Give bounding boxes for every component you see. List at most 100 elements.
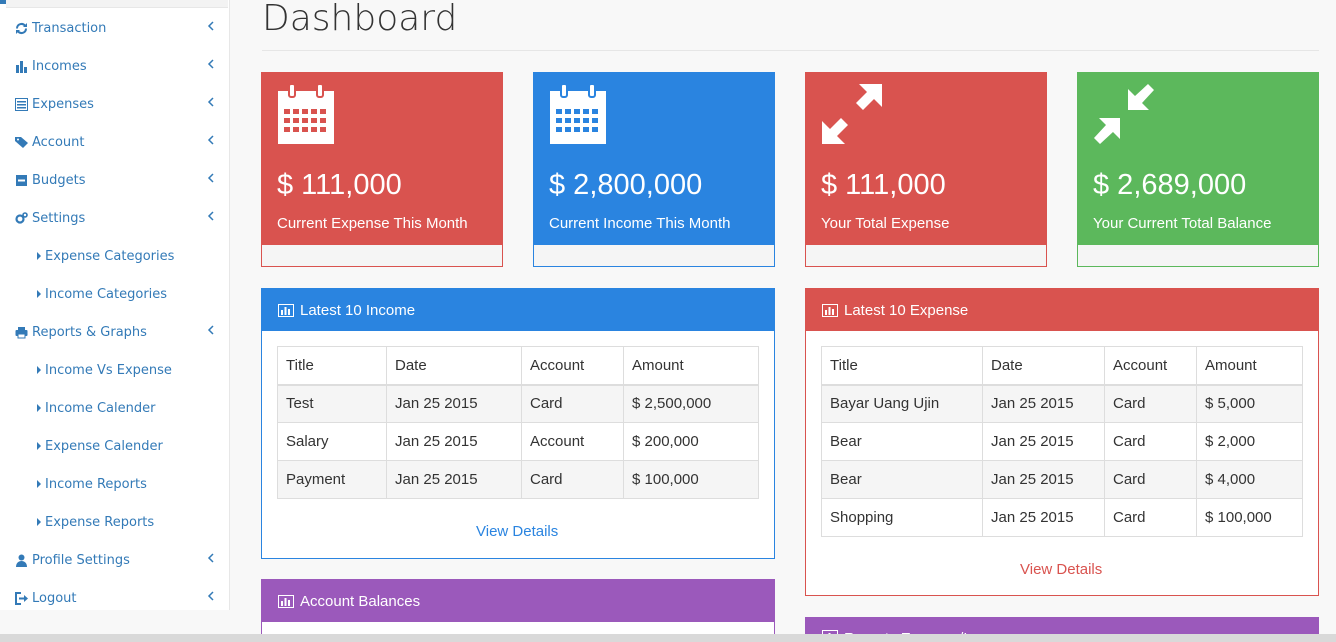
column-header: Title	[821, 346, 983, 386]
view-details-link[interactable]: View Details	[1020, 561, 1103, 578]
cell-account: Card	[1104, 422, 1197, 461]
chevron-left-icon	[207, 97, 214, 107]
sidebar-item-budgets[interactable]: Budgets	[0, 161, 229, 199]
cell-amount: $ 5,000	[1196, 384, 1303, 423]
sidebar-item-label: Budgets	[32, 172, 86, 188]
cell-title: Bear	[821, 422, 983, 461]
column-header: Account	[1104, 346, 1197, 386]
caret-right-icon	[37, 404, 41, 412]
chevron-left-icon	[207, 21, 214, 31]
cell-date: Jan 25 2015	[982, 422, 1105, 461]
cell-date: Jan 25 2015	[982, 460, 1105, 499]
calendar-icon	[550, 83, 606, 144]
table-header-row: Title Date Account Amount	[821, 346, 1303, 386]
sidebar-item-label: Profile Settings	[32, 552, 130, 568]
caret-right-icon	[37, 518, 41, 526]
chevron-left-icon	[207, 59, 214, 69]
sidebar-subitem-label: Expense Categories	[45, 248, 175, 264]
table-row[interactable]: Bear Jan 25 2015 Card $ 2,000	[821, 422, 1303, 461]
sidebar-subitem-label: Income Reports	[45, 476, 147, 492]
sidebar-item-label: Settings	[32, 210, 86, 226]
chevron-left-icon	[207, 173, 214, 183]
table-row[interactable]: Bayar Uang Ujin Jan 25 2015 Card $ 5,000	[821, 384, 1303, 423]
caret-right-icon	[37, 480, 41, 488]
chevron-left-icon	[207, 135, 214, 145]
sidebar-item-account[interactable]: Account	[0, 123, 229, 161]
sidebar-subitem-expense-reports[interactable]: Expense Reports	[0, 503, 229, 541]
stat-label: Current Expense This Month	[277, 215, 468, 232]
cell-amount: $ 100,000	[623, 460, 759, 499]
cell-date: Jan 25 2015	[386, 422, 522, 461]
bar-chart-icon	[822, 303, 838, 317]
sidebar-subitem-expense-calender[interactable]: Expense Calender	[0, 427, 229, 465]
cell-title: Bear	[821, 460, 983, 499]
sidebar-item-incomes[interactable]: Incomes	[0, 47, 229, 85]
refresh-icon	[15, 22, 28, 35]
sidebar-item-label: Reports & Graphs	[32, 324, 147, 340]
sidebar-item-logout[interactable]: Logout	[0, 579, 229, 617]
table-row[interactable]: Shopping Jan 25 2015 Card $ 100,000	[821, 498, 1303, 537]
list-alt-icon	[15, 97, 28, 111]
sidebar-item-settings[interactable]: Settings	[0, 199, 229, 237]
sidebar-subitem-expense-categories[interactable]: Expense Categories	[0, 237, 229, 275]
cell-date: Jan 25 2015	[386, 384, 522, 423]
cell-title: Test	[277, 384, 387, 423]
panel-heading: Latest 10 Income	[262, 289, 774, 331]
chevron-left-icon	[207, 325, 214, 335]
cell-account: Card	[521, 460, 624, 499]
sidebar-subitem-income-vs-expense[interactable]: Income Vs Expense	[0, 351, 229, 389]
column-header: Amount	[623, 346, 759, 386]
sidebar-subitem-label: Expense Calender	[45, 438, 163, 454]
sidebar-item-label: Transaction	[32, 20, 107, 36]
cell-amount: $ 2,500,000	[623, 384, 759, 423]
stat-label: Your Total Expense	[821, 215, 950, 232]
column-header: Amount	[1196, 346, 1303, 386]
latest-income-panel: Latest 10 Income Title Date Account Amou…	[261, 288, 775, 559]
sidebar-subitem-income-reports[interactable]: Income Reports	[0, 465, 229, 503]
view-details-link[interactable]: View Details	[476, 523, 559, 540]
cell-title: Salary	[277, 422, 387, 461]
sidebar-item-transaction[interactable]: Transaction	[0, 9, 229, 47]
sidebar-item-label: Logout	[32, 590, 77, 606]
sidebar-item-expenses[interactable]: Expenses	[0, 85, 229, 123]
bar-chart-icon	[278, 594, 294, 608]
panel-heading: Account Balances	[262, 580, 774, 622]
table-row[interactable]: Payment Jan 25 2015 Card $ 100,000	[277, 460, 759, 499]
income-table: Title Date Account Amount Test Jan 25 20…	[277, 346, 759, 499]
page-title: Dashboard	[262, 0, 458, 39]
cell-amount: $ 2,000	[1196, 422, 1303, 461]
cell-date: Jan 25 2015	[982, 384, 1105, 423]
stat-label: Your Current Total Balance	[1093, 215, 1272, 232]
sidebar-item-reports[interactable]: Reports & Graphs	[0, 313, 229, 351]
title-divider	[262, 50, 1319, 51]
stat-value: $ 111,000	[277, 169, 402, 201]
cell-account: Card	[1104, 498, 1197, 537]
sidebar-item-profile-settings[interactable]: Profile Settings	[0, 541, 229, 579]
column-header: Account	[521, 346, 624, 386]
caret-right-icon	[37, 366, 41, 374]
chevron-left-icon	[207, 211, 214, 221]
table-row[interactable]: Bear Jan 25 2015 Card $ 4,000	[821, 460, 1303, 499]
cell-date: Jan 25 2015	[386, 460, 522, 499]
compress-icon	[1094, 84, 1154, 144]
table-row[interactable]: Salary Jan 25 2015 Account $ 200,000	[277, 422, 759, 461]
cell-account: Account	[521, 422, 624, 461]
sidebar-subitem-income-categories[interactable]: Income Categories	[0, 275, 229, 313]
sidebar-subitem-income-calender[interactable]: Income Calender	[0, 389, 229, 427]
sign-out-icon	[15, 591, 28, 605]
sidebar-subitem-label: Expense Reports	[45, 514, 155, 530]
table-header-row: Title Date Account Amount	[277, 346, 759, 386]
stat-label: Current Income This Month	[549, 215, 731, 232]
cell-amount: $ 200,000	[623, 422, 759, 461]
minus-square-icon	[15, 174, 28, 187]
latest-expense-panel: Latest 10 Expense Title Date Account Amo…	[805, 288, 1319, 596]
cell-amount: $ 100,000	[1196, 498, 1303, 537]
table-row[interactable]: Test Jan 25 2015 Card $ 2,500,000	[277, 384, 759, 423]
column-header: Title	[277, 346, 387, 386]
sidebar-item-label: Account	[32, 134, 85, 150]
cell-date: Jan 25 2015	[982, 498, 1105, 537]
panel-heading: Latest 10 Expense	[806, 289, 1318, 331]
stat-value: $ 111,000	[821, 169, 946, 201]
window-bottom-edge	[0, 634, 1336, 642]
sidebar-item-label: Expenses	[32, 96, 94, 112]
